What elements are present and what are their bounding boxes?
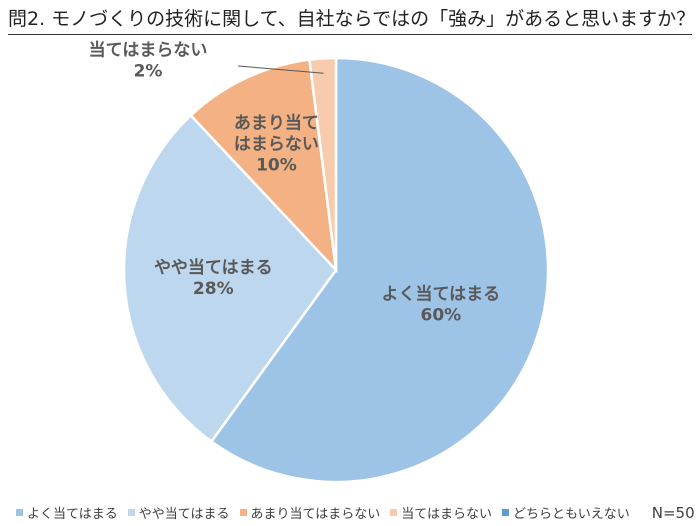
legend-label: やや当てはまる	[138, 507, 230, 522]
pie-slices	[122, 56, 550, 484]
legend-label: 当てはまらない	[401, 507, 492, 522]
slice-label-1: よく当てはまる 60%	[382, 284, 501, 326]
legend: よく当てはまる やや当てはまる あまり当てはまらない 当てはまらない どちらともいえない…	[16, 503, 695, 522]
legend-item-3: あまり当てはまらない	[239, 503, 381, 522]
pie-slice-2	[122, 113, 338, 444]
legend-swatch	[127, 509, 135, 516]
pie-slice-4	[308, 56, 338, 271]
legend-item-5: どちらともいえない	[502, 503, 630, 522]
legend-item-1: よく当てはまる	[16, 503, 118, 522]
legend-swatch	[502, 509, 509, 516]
pie-slice-1	[209, 56, 550, 484]
slice-label-3: あまり当てはまらない 10%	[234, 112, 319, 175]
legend-label: あまり当てはまらない	[250, 507, 381, 522]
leader-line	[237, 65, 324, 74]
slice-labels: よく当てはまる 60% やや当てはまる 28% あまり当てはまらない 10% 当てはまらない…	[89, 40, 501, 326]
legend-swatch	[239, 509, 247, 516]
legend-item-2: やや当てはまる	[127, 503, 230, 522]
pie-slice-3	[189, 58, 338, 274]
pie-chart: よく当てはまる 60% やや当てはまる 28% あまり当てはまらない 10% 当てはまらない…	[89, 40, 550, 484]
chart-title: 問2. モノづくりの技術に関して、自社ならではの「強み」があると思いますか？	[8, 4, 695, 35]
legend-item-4: 当てはまらない	[390, 503, 492, 522]
slice-label-4: 当てはまらない 2%	[89, 40, 208, 82]
legend-swatch	[390, 509, 398, 516]
slice-label-2: やや当てはまる 28%	[154, 257, 273, 299]
legend-swatch	[16, 509, 23, 516]
legend-label: よく当てはまる	[27, 507, 118, 522]
legend-label: どちらともいえない	[513, 507, 630, 522]
sample-size-label: N=50	[651, 503, 695, 522]
